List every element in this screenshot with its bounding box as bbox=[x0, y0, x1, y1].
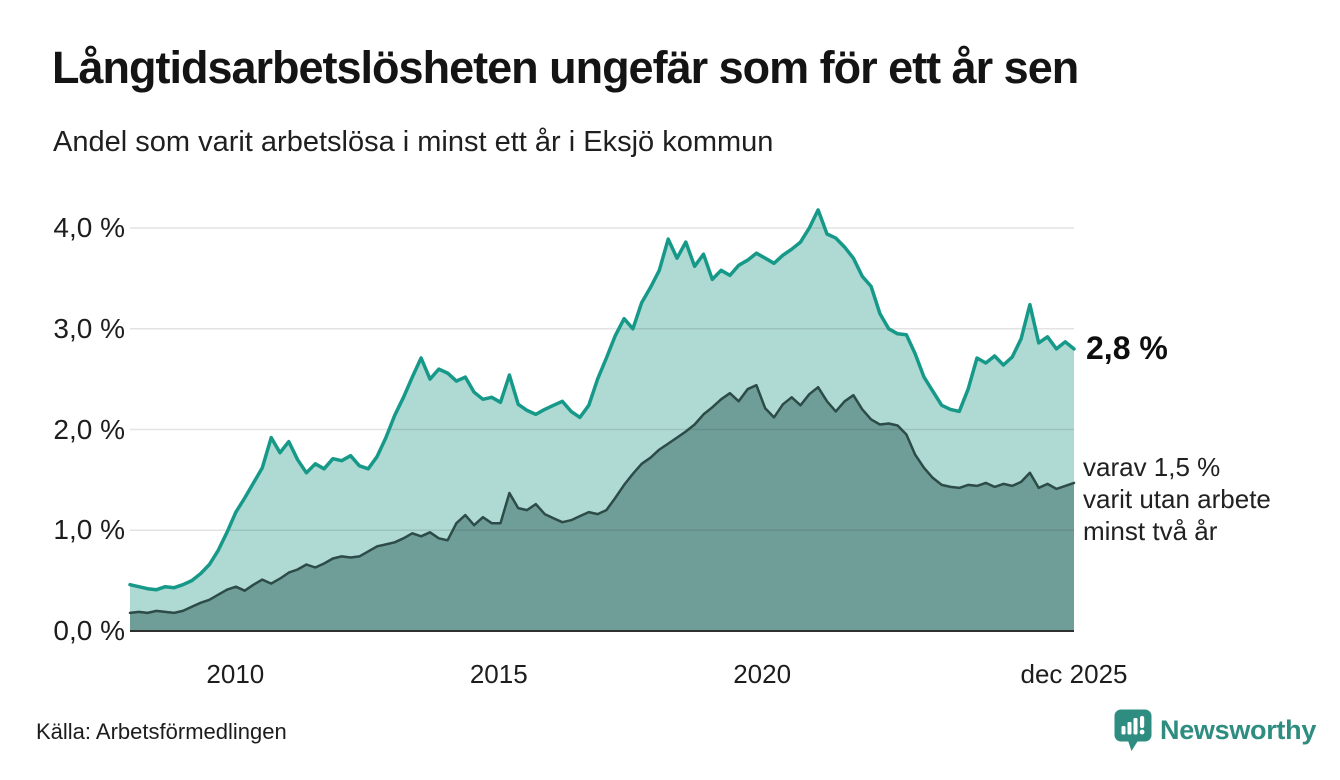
newsworthy-logo-icon bbox=[1114, 709, 1152, 751]
logo-bar-1 bbox=[1121, 726, 1126, 735]
end-value-label: 2,8 % bbox=[1086, 330, 1168, 366]
newsworthy-logo-text: Newsworthy bbox=[1160, 715, 1317, 745]
x-tick-label-2020: 2020 bbox=[733, 659, 792, 689]
x-tick-label-dec-2025: dec 2025 bbox=[1020, 659, 1128, 689]
y-tick-label-2: 2,0 % bbox=[53, 413, 125, 445]
gridlines-over bbox=[130, 227, 1074, 532]
chart-line-primary bbox=[128, 208, 1076, 592]
annotation-line-1: varav 1,5 % bbox=[1083, 452, 1221, 482]
chart-areas bbox=[130, 209, 1074, 631]
x-tick-label-2015: 2015 bbox=[469, 659, 528, 689]
secondary-series-annotation: varav 1,5 % varit utan arbete minst två … bbox=[1083, 451, 1271, 547]
y-tick-label-3: 3,0 % bbox=[53, 312, 125, 344]
annotation-line-2: varit utan arbete bbox=[1083, 484, 1271, 514]
y-tick-label-4: 4,0 % bbox=[53, 212, 125, 243]
chart-lines bbox=[128, 208, 1076, 615]
source-caption: Källa: Arbetsförmedlingen bbox=[36, 719, 287, 744]
newsworthy-logo: Newsworthy bbox=[1114, 709, 1316, 752]
annotation-line-3: minst två år bbox=[1083, 516, 1218, 546]
chart-area-secondary bbox=[130, 385, 1074, 631]
logo-pin-shape bbox=[1114, 709, 1152, 751]
y-tick-label-1: 1,0 % bbox=[53, 514, 125, 546]
y-tick-label-0: 0,0 % bbox=[53, 615, 125, 646]
logo-exclamation-dot bbox=[1139, 729, 1145, 735]
logo-exclamation-stem bbox=[1140, 716, 1145, 728]
chart-subtitle: Andel som varit arbetslösa i minst ett å… bbox=[53, 126, 774, 158]
page-title: Långtidsarbetslösheten ungefär som för e… bbox=[52, 42, 1079, 93]
chart-line-secondary bbox=[128, 383, 1076, 615]
logo-bar-2 bbox=[1127, 722, 1132, 735]
x-tick-label-2010: 2010 bbox=[206, 659, 265, 689]
logo-bar-3 bbox=[1133, 718, 1138, 735]
